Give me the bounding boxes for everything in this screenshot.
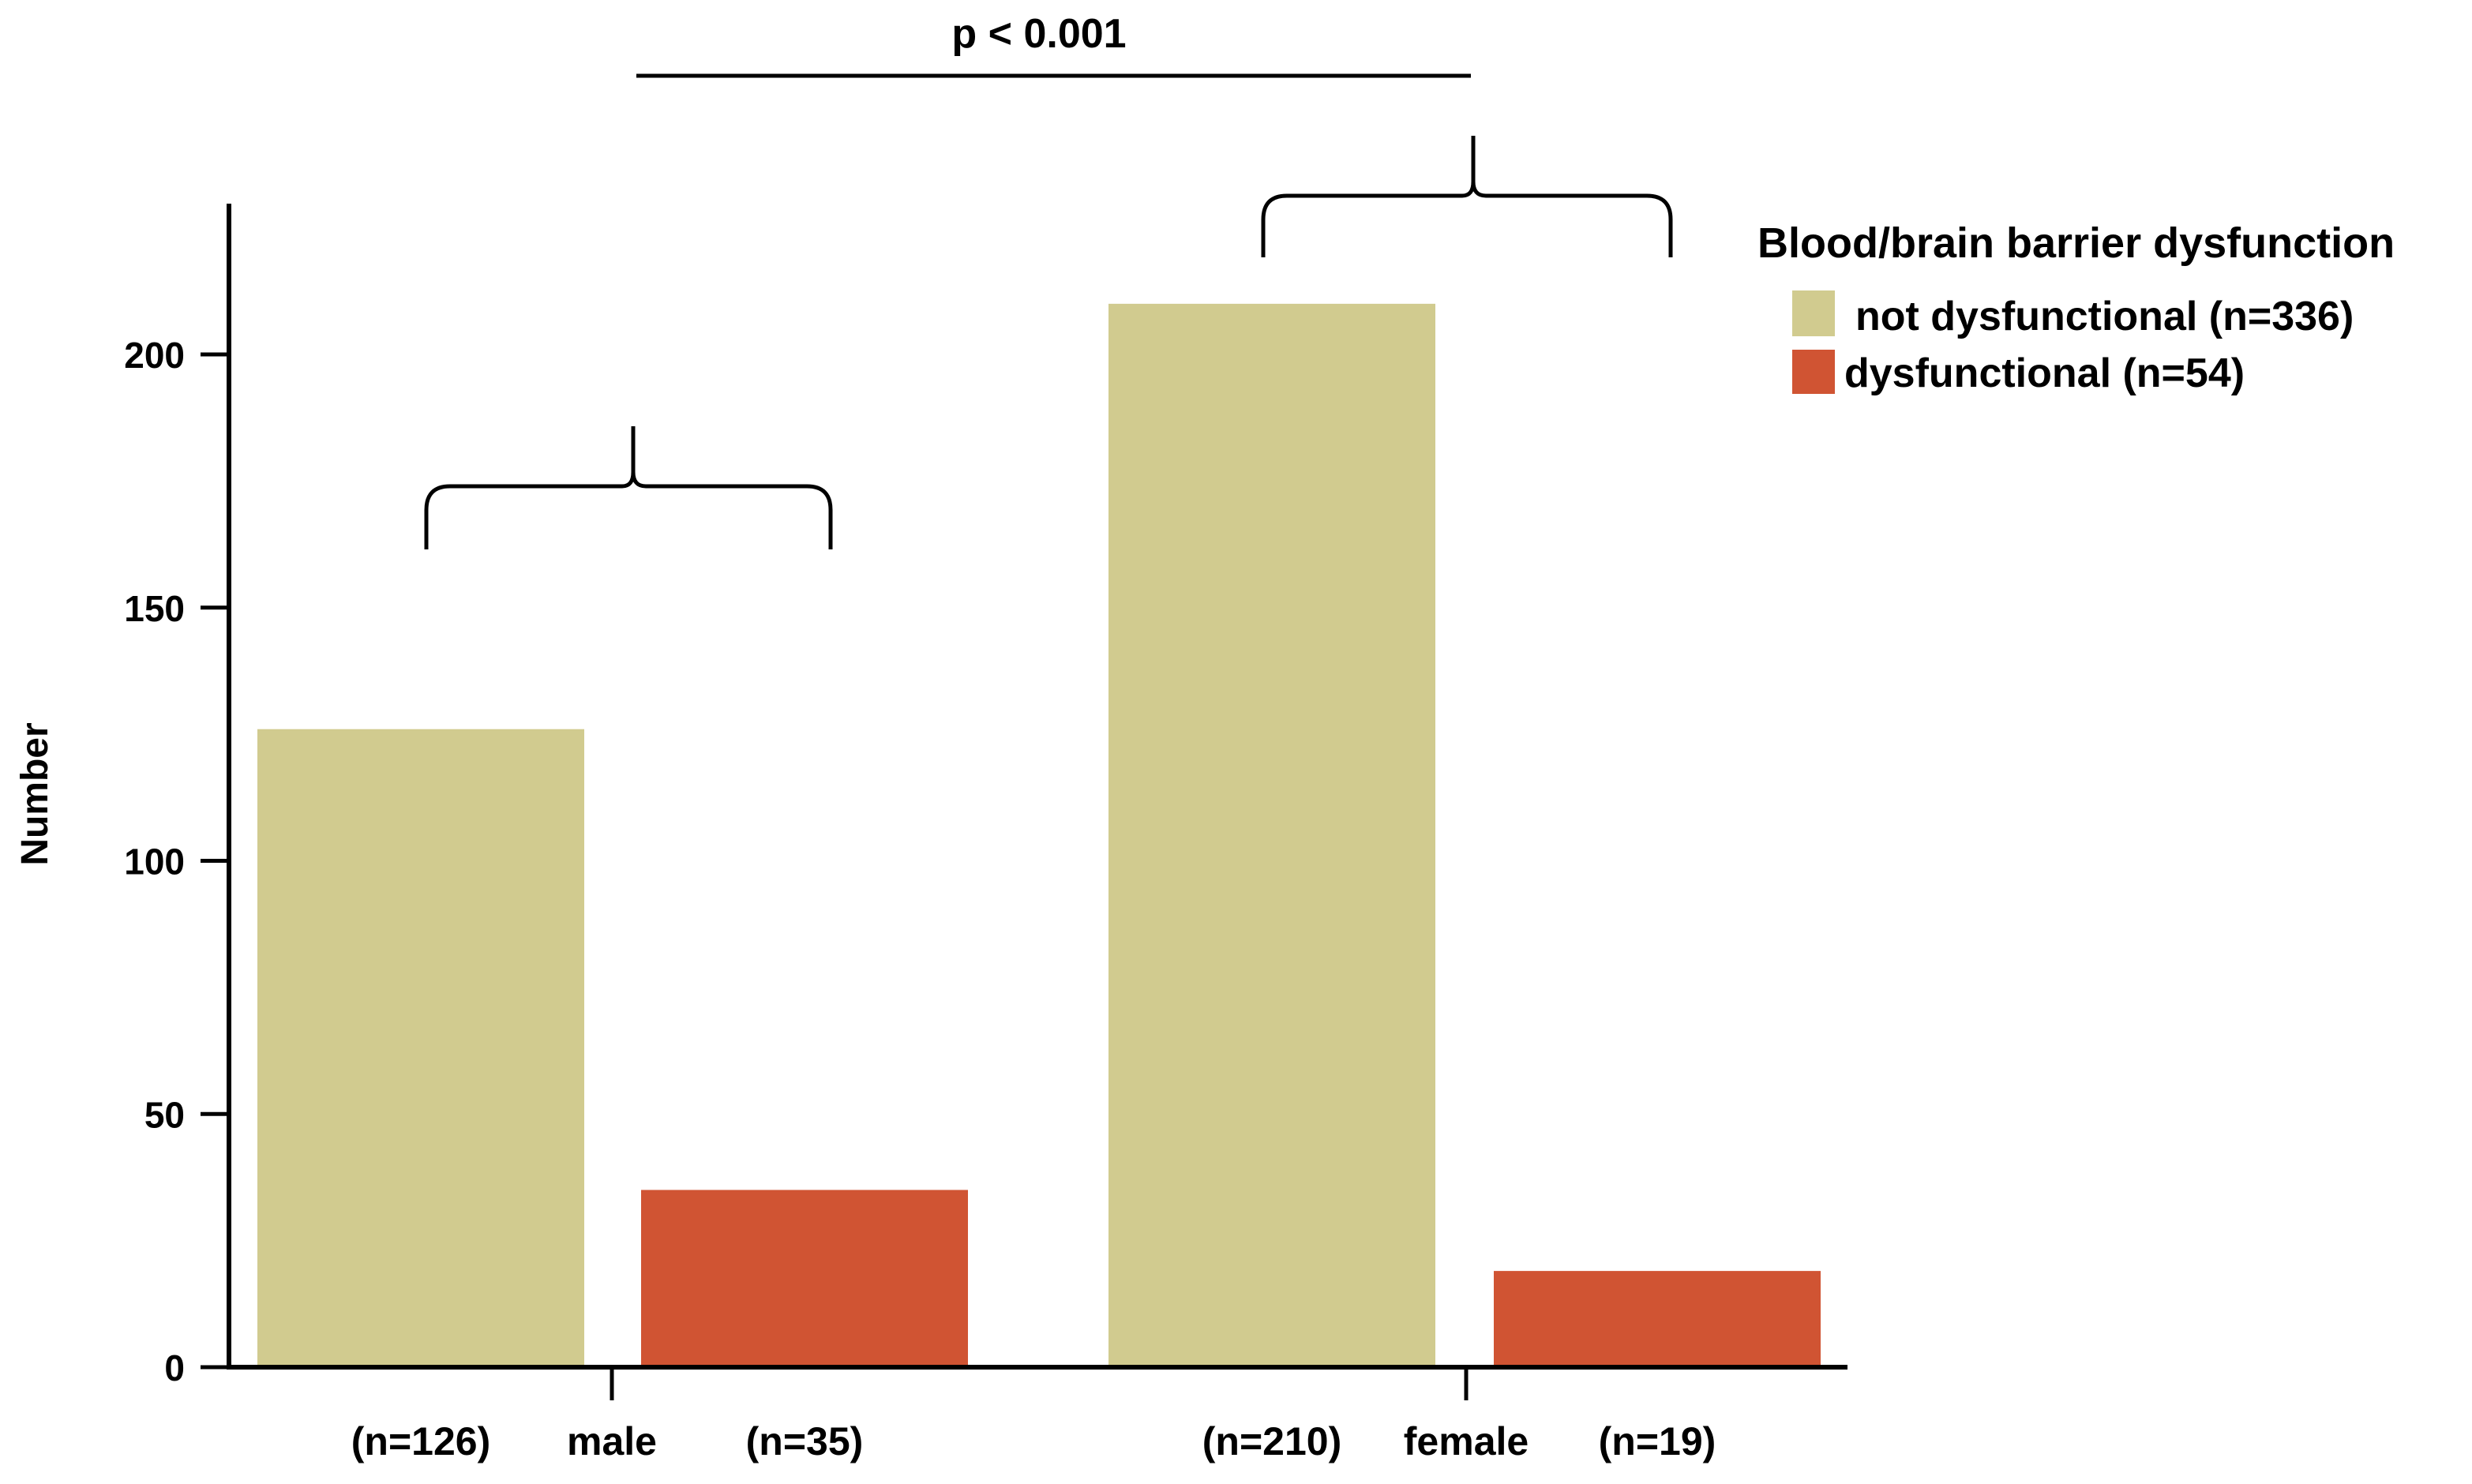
y-tick-label-50: 50 [144, 1094, 185, 1135]
x-category-label-female: female [1404, 1419, 1529, 1463]
plot-area: (n=126) (n=35) male (n=210) (n=19) female 0 50 1… [124, 73, 1847, 1463]
y-tick-label-200: 200 [124, 335, 185, 376]
x-category-label-male: male [567, 1419, 657, 1463]
bar-male-dysfunctional [641, 1190, 968, 1367]
bar-female-not-dysfunctional [1108, 303, 1435, 1368]
y-tick-label-100: 100 [124, 841, 185, 883]
bar-count-label-female-not-dysfunctional: (n=210) [1202, 1419, 1341, 1463]
legend: Blood/brain barrier dysfunction not dysf… [1757, 219, 2395, 396]
legend-swatch-not-dysfunctional [1792, 290, 1835, 336]
group-brace-male [424, 426, 833, 549]
bar-count-label-male-not-dysfunctional: (n=126) [351, 1419, 490, 1463]
group-brace-female [1261, 136, 1673, 257]
significance-label: p < 0.001 [951, 11, 1126, 57]
bar-female-dysfunctional [1494, 1271, 1821, 1367]
legend-swatch-dysfunctional [1792, 350, 1835, 394]
legend-label-dysfunctional: dysfunctional (n=54) [1844, 350, 2245, 396]
y-tick-label-150: 150 [124, 588, 185, 629]
legend-label-not-dysfunctional: not dysfunctional (n=336) [1855, 294, 2354, 339]
bar-male-not-dysfunctional [257, 729, 584, 1367]
bar-count-label-male-dysfunctional: (n=35) [746, 1419, 864, 1463]
bar-count-label-female-dysfunctional: (n=19) [1599, 1419, 1716, 1463]
y-axis-title: Number [14, 722, 56, 865]
y-tick-label-0: 0 [164, 1347, 185, 1388]
legend-title: Blood/brain barrier dysfunction [1757, 219, 2395, 267]
